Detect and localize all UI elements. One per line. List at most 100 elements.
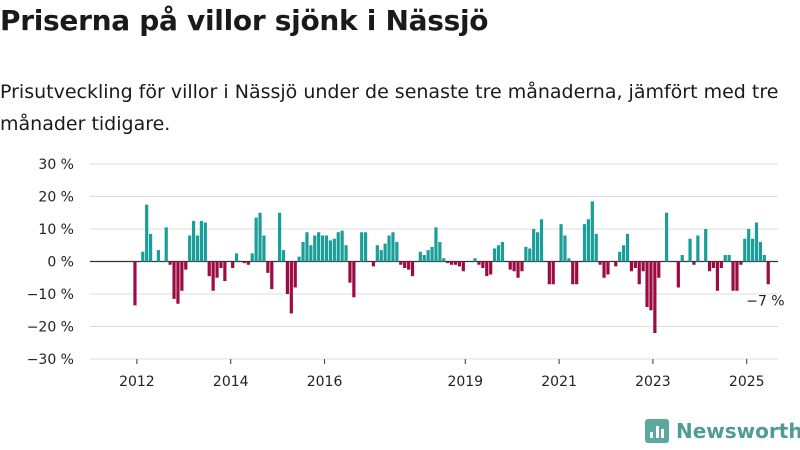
- bar: [285, 261, 290, 294]
- x-tick-label: 2023: [635, 374, 671, 390]
- bar: [270, 261, 274, 290]
- bar: [719, 261, 723, 268]
- bar: [551, 261, 555, 285]
- bar: [352, 261, 356, 298]
- bar: [379, 250, 383, 262]
- bar: [148, 233, 153, 262]
- bar: [313, 235, 317, 262]
- bar: [590, 201, 594, 262]
- x-tick-label: 2025: [729, 374, 765, 390]
- bar: [426, 250, 430, 262]
- bar: [176, 261, 180, 304]
- bar: [309, 245, 313, 262]
- x-tick-label: 2019: [447, 374, 483, 390]
- bar: [141, 251, 145, 262]
- bar: [145, 204, 149, 262]
- chart-subtitle: Prisutveckling för villor i Nässjö under…: [0, 81, 779, 135]
- bar: [242, 261, 247, 264]
- bar: [766, 261, 770, 285]
- bar: [715, 261, 720, 291]
- bar: [168, 261, 172, 265]
- y-tick-label: 20 %: [38, 190, 74, 206]
- bar: [207, 261, 211, 277]
- bar: [532, 229, 536, 262]
- bar: [594, 233, 598, 262]
- bar: [360, 232, 364, 262]
- bar: [704, 229, 708, 262]
- bar: [485, 261, 489, 277]
- bar: [281, 250, 286, 262]
- bar: [657, 261, 661, 278]
- bar: [328, 240, 333, 262]
- bar: [438, 242, 442, 262]
- annotation-layer: −7 %: [746, 293, 784, 309]
- bar: [442, 258, 446, 262]
- bar: [477, 261, 481, 265]
- bar: [500, 242, 505, 262]
- bar-chart-logo-icon: [645, 419, 669, 443]
- bar: [164, 227, 168, 262]
- bar: [363, 232, 368, 262]
- bar: [375, 245, 379, 262]
- bar: [461, 261, 465, 272]
- bar: [195, 235, 200, 262]
- bar: [383, 243, 387, 262]
- bar: [696, 235, 700, 262]
- bar: [680, 255, 684, 262]
- bar: [676, 261, 680, 288]
- x-axis: 2012 2014 2016 2019 2021 2023 2025: [119, 359, 765, 390]
- bar: [446, 261, 450, 264]
- bar: [528, 248, 532, 262]
- bar: [403, 261, 407, 268]
- bar: [231, 261, 235, 268]
- bar: [563, 235, 567, 262]
- bar: [508, 261, 512, 270]
- bar: [199, 220, 204, 262]
- bar: [406, 261, 411, 270]
- bar: [688, 238, 692, 262]
- bar: [653, 261, 657, 333]
- bar: [598, 261, 602, 265]
- bar: [277, 212, 282, 262]
- bar: [481, 261, 485, 268]
- bar: [618, 251, 622, 262]
- bar: [649, 261, 653, 311]
- bar: [457, 261, 462, 267]
- bar: [762, 255, 766, 262]
- bar: [410, 261, 415, 277]
- bar: [211, 261, 215, 291]
- bar: [707, 261, 712, 272]
- bar: [336, 232, 340, 262]
- bar: [215, 261, 219, 278]
- bar: [453, 261, 458, 265]
- bar: [735, 261, 739, 291]
- bar: [633, 261, 637, 268]
- bar: [344, 245, 348, 262]
- bar: [223, 261, 227, 281]
- bar: [641, 261, 645, 272]
- bar: [391, 232, 395, 262]
- bar: [348, 261, 352, 283]
- bar: [492, 248, 497, 262]
- bar: [254, 217, 258, 262]
- bar: [332, 238, 336, 262]
- bar: [625, 233, 630, 262]
- bar: [606, 261, 610, 275]
- bar: [539, 219, 544, 262]
- y-tick-label: −20 %: [27, 320, 74, 336]
- bar: [371, 261, 376, 267]
- bar: [203, 222, 207, 262]
- bar: [422, 255, 426, 262]
- bar: [637, 261, 641, 285]
- bar: [258, 212, 262, 262]
- bar: [172, 261, 176, 299]
- bar: [496, 245, 501, 262]
- bar: [739, 261, 743, 265]
- bar: [184, 261, 188, 270]
- bar-series: [133, 201, 770, 333]
- bar: [758, 242, 763, 262]
- bar: [449, 261, 454, 265]
- x-tick-label: 2021: [541, 374, 577, 390]
- bar: [434, 227, 438, 262]
- bar: [559, 224, 563, 262]
